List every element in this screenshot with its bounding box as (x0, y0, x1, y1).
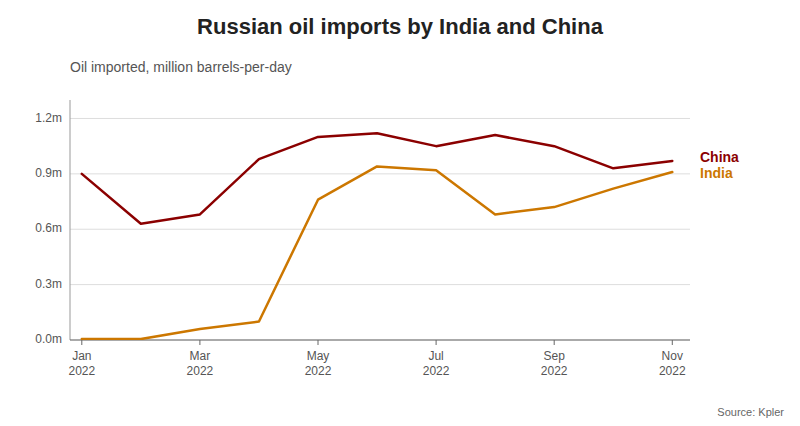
y-axis: 0.0m 0.3m 0.6m 0.9m 1.2m (35, 100, 690, 346)
lines (82, 133, 672, 339)
chart: Russian oil imports by India and China Oi… (0, 0, 800, 426)
x-tick-label: Nov2022 (659, 349, 686, 378)
x-tick-label: Sep2022 (541, 349, 568, 378)
x-tick-label: Jan2022 (68, 349, 95, 378)
grid-line (70, 173, 690, 174)
x-tick (199, 340, 200, 345)
x-tick-label: Mar2022 (187, 349, 214, 378)
x-tick-label: May2022 (305, 349, 332, 378)
title: Russian oil imports by India and China (197, 14, 604, 39)
x-tick (672, 340, 673, 345)
grid-line (70, 118, 690, 119)
series-line (82, 133, 672, 223)
x-tick (554, 340, 555, 345)
y-tick-label: 0.9m (35, 166, 62, 180)
series-label: India (700, 165, 733, 181)
x-axis: Jan2022 Mar2022 May2022 Jul2022 Sep2022 Nov20… (68, 340, 690, 378)
series-label: China (700, 149, 739, 165)
x-axis-line (70, 339, 690, 340)
grid-line (70, 284, 690, 285)
grid-line (70, 340, 690, 341)
y-axis-line (70, 100, 71, 340)
subtitle: Oil imported, million barrels-per-day (70, 59, 292, 75)
x-tick-label: Jul2022 (423, 349, 450, 378)
y-tick-label: 1.2m (35, 111, 62, 125)
x-tick (81, 340, 82, 345)
grid-line (70, 229, 690, 230)
source: Source: Kpler (717, 406, 784, 418)
y-tick-label: 0.0m (35, 332, 62, 346)
y-tick-label: 0.6m (35, 221, 62, 235)
x-tick (318, 340, 319, 345)
x-tick (436, 340, 437, 345)
series-line (82, 166, 672, 339)
y-tick-label: 0.3m (35, 277, 62, 291)
